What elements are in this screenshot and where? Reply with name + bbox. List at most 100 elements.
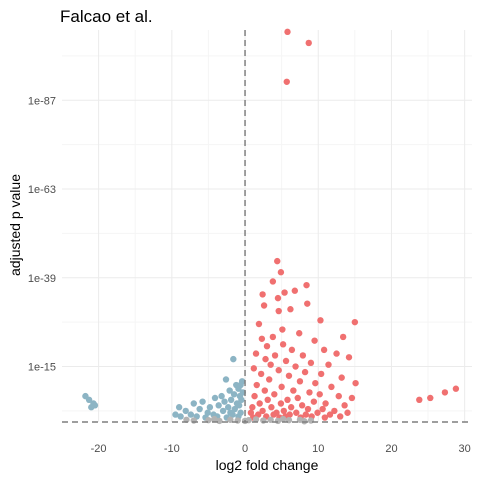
- data-point: [251, 392, 258, 400]
- data-point: [314, 409, 321, 416]
- data-point: [345, 354, 353, 361]
- data-point: [292, 363, 299, 370]
- data-point: [274, 257, 281, 265]
- data-point: [321, 414, 329, 421]
- data-point: [260, 417, 267, 424]
- data-point: [259, 291, 266, 298]
- data-point: [271, 352, 279, 359]
- data-point: [441, 389, 449, 396]
- data-point: [325, 361, 332, 368]
- data-point: [298, 402, 306, 409]
- data-point: [265, 376, 273, 383]
- data-point: [252, 416, 260, 423]
- data-point: [175, 404, 183, 411]
- data-point: [271, 391, 278, 398]
- data-point: [262, 355, 269, 363]
- data-point: [264, 396, 271, 404]
- data-point: [218, 392, 225, 400]
- data-point: [263, 342, 271, 350]
- data-point: [317, 370, 325, 378]
- data-point: [304, 300, 311, 307]
- data-point: [91, 402, 99, 409]
- data-point: [247, 409, 255, 416]
- data-point: [280, 407, 288, 415]
- data-point: [282, 357, 290, 365]
- x-tick-label: 0: [242, 443, 248, 455]
- data-point: [296, 330, 303, 337]
- data-point: [206, 404, 214, 411]
- data-point: [221, 398, 228, 405]
- data-point: [222, 376, 230, 383]
- data-point: [277, 400, 285, 407]
- data-point: [326, 411, 334, 418]
- data-point: [260, 302, 268, 309]
- major-gridlines: [62, 30, 472, 422]
- reference-lines: [62, 30, 472, 423]
- data-point: [348, 394, 356, 402]
- y-tick-label: 1e-39: [28, 273, 56, 285]
- data-point: [227, 416, 234, 423]
- data-point: [279, 341, 287, 348]
- data-point: [226, 387, 233, 394]
- data-point: [291, 287, 299, 294]
- data-point: [85, 396, 93, 404]
- data-point: [294, 394, 301, 402]
- data-point: [238, 396, 245, 404]
- data-point: [211, 394, 219, 402]
- data-point: [296, 378, 304, 385]
- x-tick-label: 30: [459, 443, 471, 455]
- data-point: [219, 407, 227, 415]
- data-point: [196, 405, 203, 413]
- y-tick-label: 1e-63: [28, 184, 56, 196]
- data-point: [344, 409, 351, 416]
- data-point: [333, 350, 340, 357]
- data-point: [319, 405, 326, 413]
- data-point: [452, 385, 460, 392]
- data-point: [305, 39, 312, 47]
- data-point: [299, 352, 307, 359]
- data-point: [341, 402, 348, 409]
- data-point: [288, 346, 296, 354]
- data-point: [252, 350, 260, 357]
- data-point: [279, 326, 286, 333]
- data-point: [177, 413, 184, 420]
- data-point: [303, 281, 310, 289]
- data-point: [204, 409, 211, 416]
- data-point: [274, 294, 282, 302]
- data-point: [261, 387, 269, 394]
- data-point: [277, 269, 285, 276]
- data-point: [275, 307, 282, 315]
- x-axis-label: log2 fold change: [216, 457, 319, 473]
- y-axis-label: adjusted p value: [7, 174, 23, 276]
- data-point: [339, 333, 347, 341]
- data-point: [281, 289, 288, 296]
- data-point: [229, 411, 236, 418]
- data-point: [235, 385, 242, 392]
- data-point: [190, 400, 197, 407]
- data-point: [279, 415, 287, 423]
- data-point: [427, 394, 434, 402]
- data-point: [268, 404, 275, 411]
- data-point: [255, 320, 263, 328]
- data-point: [249, 404, 256, 411]
- data-point: [250, 365, 258, 372]
- data-point: [293, 409, 300, 416]
- data-point: [230, 355, 237, 363]
- data-point: [337, 413, 344, 420]
- data-point: [351, 318, 359, 326]
- data-point: [269, 278, 277, 285]
- data-point: [301, 368, 309, 376]
- x-tick-labels: -20 -10 0 10 20 30: [91, 443, 471, 455]
- data-point: [231, 405, 238, 413]
- data-point: [172, 411, 179, 418]
- data-point: [235, 402, 243, 409]
- data-point: [256, 400, 263, 407]
- data-point: [328, 383, 335, 391]
- data-point: [257, 370, 265, 378]
- data-point: [307, 359, 315, 367]
- data-point: [211, 415, 218, 423]
- data-point: [310, 398, 318, 405]
- data-point: [234, 417, 241, 424]
- x-tick-label: -10: [164, 443, 180, 455]
